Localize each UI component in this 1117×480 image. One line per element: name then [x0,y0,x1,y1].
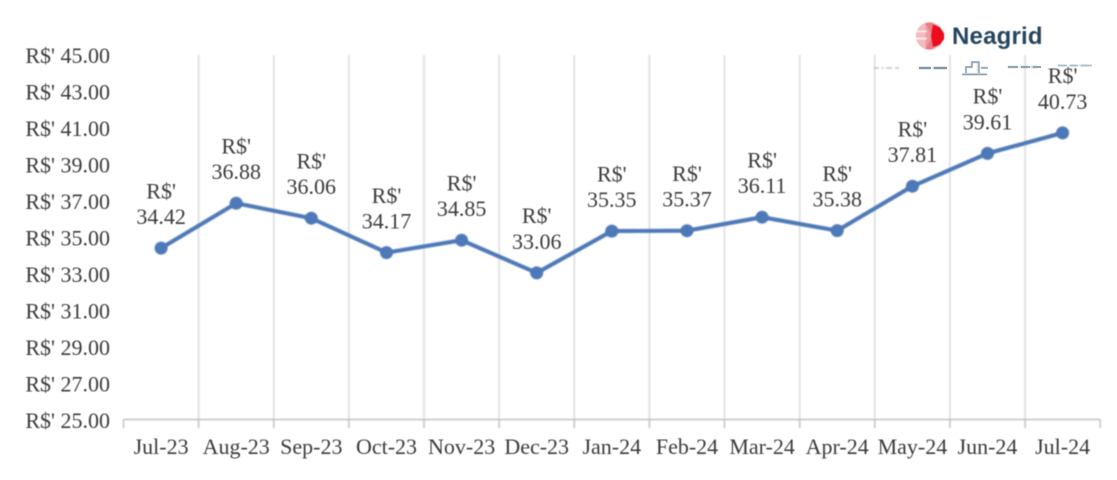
svg-text:Nov-23: Nov-23 [428,434,495,459]
svg-text:Apr-24: Apr-24 [806,434,869,459]
svg-text:R$': R$' [898,116,928,141]
svg-text:R$' 33.00: R$' 33.00 [25,262,110,287]
svg-text:Mar-24: Mar-24 [729,434,795,459]
svg-text:36.88: 36.88 [211,159,261,184]
svg-text:R$': R$' [672,161,702,186]
svg-text:R$' 41.00: R$' 41.00 [25,116,110,141]
svg-text:34.17: 34.17 [362,209,412,234]
svg-text:Sep-23: Sep-23 [280,434,342,459]
svg-text:Feb-24: Feb-24 [656,434,718,459]
svg-text:R$' 31.00: R$' 31.00 [25,299,110,324]
svg-text:R$': R$' [747,147,777,172]
svg-text:R$': R$' [221,133,251,158]
svg-text:Neagrid: Neagrid [952,23,1043,50]
svg-text:Jul-24: Jul-24 [1035,434,1090,459]
svg-text:R$' 25.00: R$' 25.00 [25,408,110,433]
svg-text:35.35: 35.35 [587,187,637,212]
svg-text:33.06: 33.06 [512,229,562,254]
svg-text:R$': R$' [447,170,477,195]
svg-text:R$' 39.00: R$' 39.00 [25,153,110,178]
svg-text:35.37: 35.37 [662,187,712,212]
svg-text:36.06: 36.06 [287,174,337,199]
svg-text:R$': R$' [822,161,852,186]
svg-text:May-24: May-24 [878,434,948,459]
svg-text:R$': R$' [146,178,176,203]
svg-text:35.38: 35.38 [812,187,862,212]
svg-text:Oct-23: Oct-23 [356,434,417,459]
svg-text:Jul-23: Jul-23 [134,434,189,459]
svg-text:R$' 45.00: R$' 45.00 [25,43,110,68]
svg-text:Dec-23: Dec-23 [504,434,569,459]
svg-text:37.81: 37.81 [888,142,938,167]
svg-text:Jan-24: Jan-24 [582,434,641,459]
svg-text:R$': R$' [296,148,326,173]
svg-text:R$': R$' [597,161,627,186]
svg-text:R$': R$' [372,183,402,208]
svg-text:R$': R$' [1048,63,1078,88]
svg-text:34.85: 34.85 [437,196,487,221]
svg-text:R$' 35.00: R$' 35.00 [25,226,110,251]
svg-text:R$' 37.00: R$' 37.00 [25,189,110,214]
svg-text:36.11: 36.11 [738,173,787,198]
svg-text:34.42: 34.42 [136,204,186,229]
svg-text:Jun-24: Jun-24 [958,434,1018,459]
svg-text:40.73: 40.73 [1038,89,1088,114]
svg-text:R$' 43.00: R$' 43.00 [25,80,110,105]
svg-text:R$': R$' [522,203,552,228]
svg-text:R$' 27.00: R$' 27.00 [25,372,110,397]
svg-text:R$' 29.00: R$' 29.00 [25,335,110,360]
svg-text:39.61: 39.61 [963,109,1013,134]
svg-text:R$': R$' [973,84,1003,109]
svg-text:Aug-23: Aug-23 [203,434,270,459]
